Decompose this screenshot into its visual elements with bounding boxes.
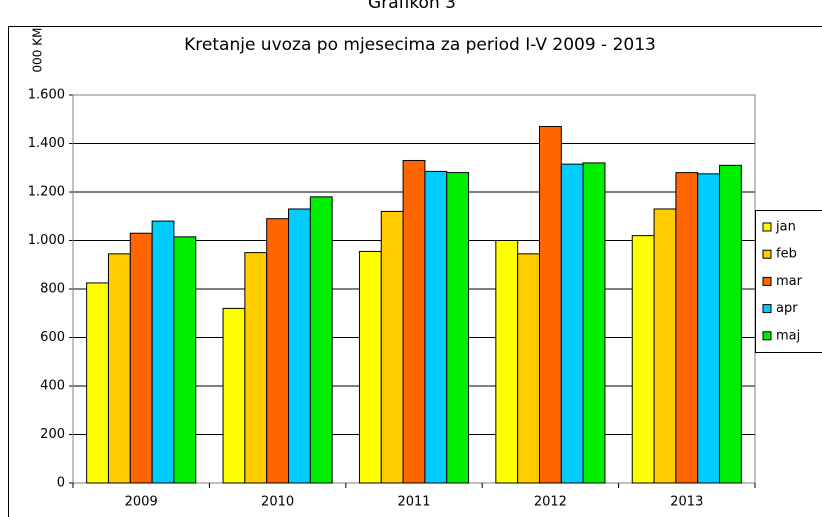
y-tick-label: 600 [40,330,65,345]
bar [697,173,721,484]
y-tick-label: 0 [57,476,65,491]
x-tick-label: 2011 [397,495,430,510]
bar [244,252,268,484]
legend-label: jan [775,220,796,235]
bar [446,172,470,484]
x-tick-label: 2010 [261,495,294,510]
chart-title: Kretanje uvoza po mjesecima za period I-… [184,35,656,55]
bar [631,235,655,484]
chart-heading: Grafikon 3 [368,0,456,13]
legend-swatch [762,249,772,259]
legend-swatch [762,331,772,341]
chart-frame [8,26,822,517]
legend-swatch [762,222,772,232]
bar [151,220,175,484]
bar [653,208,677,484]
x-tick-label: 2009 [125,495,158,510]
legend-swatch [762,276,772,286]
x-tick-label: 2013 [670,495,703,510]
bar [309,196,333,484]
legend-label: maj [776,328,800,343]
bar [222,307,246,484]
legend-swatch [762,304,772,314]
y-tick-label: 200 [40,427,65,442]
bar [495,240,519,484]
x-tick-label: 2012 [534,495,567,510]
legend-label: apr [776,301,798,316]
bar [582,162,606,484]
bar [402,159,426,484]
legend-label: mar [776,274,803,289]
bar [358,250,382,484]
y-tick-label: 800 [40,282,65,297]
bar [424,170,448,484]
bar [173,236,197,484]
bar [129,232,153,484]
bar [560,163,584,484]
bar [675,172,699,484]
legend-label: feb [776,247,797,262]
y-tick-label: 1.400 [28,136,65,151]
bar [538,126,562,484]
y-tick-label: 1.200 [28,185,65,200]
y-axis-label: 000 KM [31,28,45,73]
bar [107,253,131,484]
y-tick-label: 400 [40,379,65,394]
bar [380,210,404,484]
bar [266,218,290,484]
y-tick-label: 1.600 [28,88,65,103]
bar [86,282,109,484]
y-tick-label: 1.000 [28,233,65,248]
bar [288,208,311,484]
bar [517,253,540,484]
bar [719,164,742,484]
